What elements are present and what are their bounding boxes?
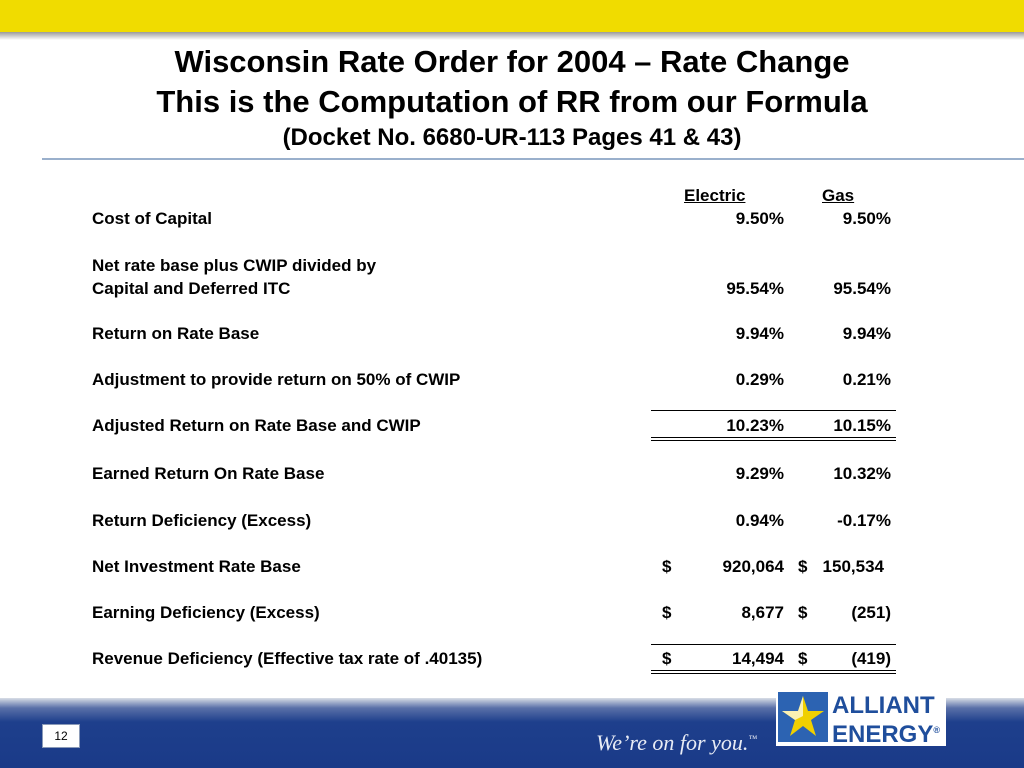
row-label: Return Deficiency (Excess) [92,511,312,530]
table-row: Earned Return On Rate Base 9.29% 10.32% [0,464,1024,486]
electric-value: 9.29% [735,464,784,483]
table-header-row: Electric Gas [0,186,1024,208]
gas-currency-symbol: $ [798,557,808,576]
electric-value: 95.54% [726,279,784,298]
column-header-gas: Gas [822,186,855,205]
table-row: Return Deficiency (Excess) 0.94% -0.17% [0,511,1024,533]
electric-currency-symbol: $ [662,557,672,576]
slide-subtitle: (Docket No. 6680-UR-113 Pages 41 & 43) [282,124,742,151]
row-label: Return on Rate Base [92,324,260,343]
electric-currency-symbol: $ [662,603,672,622]
top-accent-bar [0,0,1024,32]
slide-title-line1: Wisconsin Rate Order for 2004 – Rate Cha… [174,44,850,79]
table-row: Cost of Capital 9.50% 9.50% [0,209,1024,231]
gas-value: 9.50% [842,209,891,228]
electric-value: 8,677 [741,603,784,622]
row-label: Cost of Capital [92,209,212,228]
gas-currency-symbol: $ [798,603,808,622]
registered-mark: ® [933,725,940,735]
table-row: Net Investment Rate Base $ 920,064 $ 150… [0,557,1024,579]
gas-value: 9.94% [842,324,891,343]
table-row: Adjustment to provide return on 50% of C… [0,370,1024,392]
electric-value: 0.29% [735,370,784,389]
total-double-rule-top [651,437,896,438]
electric-value: 9.94% [735,324,784,343]
total-double-rule-top [651,670,896,671]
company-tagline: We’re on for you.™ [596,730,758,755]
row-label: Net rate base plus CWIP divided by [92,256,377,275]
gas-value: (251) [851,603,891,622]
row-label: Adjusted Return on Rate Base and CWIP [92,416,421,435]
row-label: Earning Deficiency (Excess) [92,603,320,622]
table-row: Revenue Deficiency (Effective tax rate o… [0,649,1024,671]
total-double-rule-bottom [651,673,896,674]
gas-value: 10.32% [833,464,891,483]
table-row: Capital and Deferred ITC 95.54% 95.54% [0,279,1024,301]
table-row: Adjusted Return on Rate Base and CWIP 10… [0,416,1024,438]
row-label: Earned Return On Rate Base [92,464,325,483]
gas-value: 95.54% [833,279,891,298]
electric-value: 14,494 [732,649,784,668]
electric-value: 920,064 [722,557,784,576]
gas-value: 10.15% [833,416,891,435]
gas-value: 0.21% [842,370,891,389]
table-row: Return on Rate Base 9.94% 9.94% [0,324,1024,346]
top-bar-shadow [0,32,1024,40]
subtotal-rule [651,410,896,411]
alliant-energy-logo: ALLIANT ENERGY® [776,690,946,748]
column-header-electric: Electric [684,186,746,205]
table-row: Net rate base plus CWIP divided by [0,256,1024,278]
gas-value: (419) [851,649,891,668]
table-row: Earning Deficiency (Excess) $ 8,677 $ (2… [0,603,1024,625]
trademark-symbol: ™ [748,733,758,744]
title-divider [42,158,1024,160]
row-label: Net Investment Rate Base [92,557,301,576]
page-number: 12 [42,724,80,748]
subtotal-rule [651,644,896,645]
electric-currency-symbol: $ [662,649,672,668]
electric-value: 10.23% [726,416,784,435]
star-logo-icon [778,692,828,742]
logo-wordmark: ALLIANT ENERGY® [832,692,940,748]
electric-value: 9.50% [735,209,784,228]
total-double-rule-bottom [651,440,896,441]
row-label: Adjustment to provide return on 50% of C… [92,370,461,389]
slide-title-line2: This is the Computation of RR from our F… [156,84,868,119]
row-label: Capital and Deferred ITC [92,279,291,298]
electric-value: 0.94% [735,511,784,530]
gas-value: 150,534 [822,557,884,576]
gas-value: -0.17% [837,511,891,530]
row-label: Revenue Deficiency (Effective tax rate o… [92,649,483,668]
gas-currency-symbol: $ [798,649,808,668]
